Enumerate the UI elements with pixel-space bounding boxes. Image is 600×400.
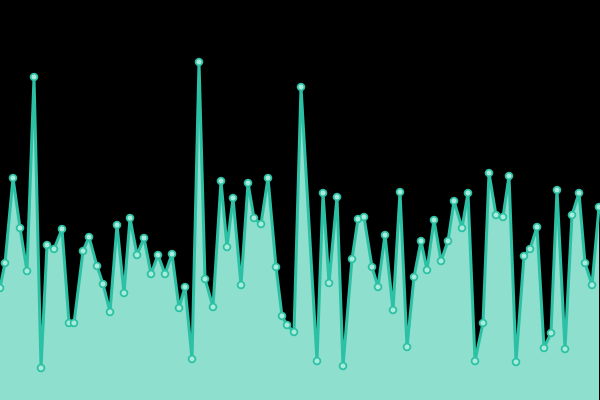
data-point-marker[interactable] xyxy=(367,262,377,272)
data-point-marker[interactable] xyxy=(208,302,218,312)
data-point-marker[interactable] xyxy=(174,303,184,313)
data-point-marker[interactable] xyxy=(560,344,570,354)
data-point-marker[interactable] xyxy=(256,219,266,229)
data-point-marker[interactable] xyxy=(395,187,405,197)
data-point-marker[interactable] xyxy=(525,244,535,254)
data-point-marker[interactable] xyxy=(402,342,412,352)
data-point-marker[interactable] xyxy=(277,311,287,321)
data-point-marker[interactable] xyxy=(478,318,488,328)
data-point-marker[interactable] xyxy=(416,236,426,246)
data-point-marker[interactable] xyxy=(153,250,163,260)
data-point-marker[interactable] xyxy=(519,251,529,261)
data-point-marker[interactable] xyxy=(546,328,556,338)
data-point-marker[interactable] xyxy=(567,210,577,220)
data-point-marker[interactable] xyxy=(29,72,39,82)
data-point-marker[interactable] xyxy=(146,269,156,279)
data-point-marker[interactable] xyxy=(373,282,383,292)
data-point-marker[interactable] xyxy=(180,282,190,292)
data-point-marker[interactable] xyxy=(511,357,521,367)
data-point-marker[interactable] xyxy=(119,288,129,298)
data-point-marker[interactable] xyxy=(92,261,102,271)
data-point-marker[interactable] xyxy=(187,354,197,364)
data-point-marker[interactable] xyxy=(49,244,59,254)
data-point-marker[interactable] xyxy=(112,220,122,230)
data-point-marker[interactable] xyxy=(228,193,238,203)
data-point-marker[interactable] xyxy=(580,258,590,268)
data-point-marker[interactable] xyxy=(388,305,398,315)
data-point-marker[interactable] xyxy=(332,192,342,202)
data-point-marker[interactable] xyxy=(243,178,253,188)
data-point-marker[interactable] xyxy=(160,269,170,279)
data-point-marker[interactable] xyxy=(574,188,584,198)
data-point-marker[interactable] xyxy=(22,266,32,276)
data-point-marker[interactable] xyxy=(263,173,273,183)
data-point-marker[interactable] xyxy=(222,242,232,252)
data-point-marker[interactable] xyxy=(282,320,292,330)
data-point-marker[interactable] xyxy=(84,232,94,242)
data-point-marker[interactable] xyxy=(132,250,142,260)
data-point-marker[interactable] xyxy=(347,254,357,264)
data-point-marker[interactable] xyxy=(0,283,5,293)
data-point-marker[interactable] xyxy=(443,236,453,246)
data-point-marker[interactable] xyxy=(429,215,439,225)
data-point-marker[interactable] xyxy=(125,213,135,223)
data-point-marker[interactable] xyxy=(552,185,562,195)
data-point-marker[interactable] xyxy=(539,343,549,353)
data-point-marker[interactable] xyxy=(105,307,115,317)
data-point-marker[interactable] xyxy=(498,212,508,222)
data-point-marker[interactable] xyxy=(532,222,542,232)
data-point-marker[interactable] xyxy=(422,265,432,275)
data-point-marker[interactable] xyxy=(504,171,514,181)
data-point-marker[interactable] xyxy=(409,272,419,282)
data-point-marker[interactable] xyxy=(15,223,25,233)
data-point-marker[interactable] xyxy=(36,363,46,373)
data-point-marker[interactable] xyxy=(57,224,67,234)
data-point-marker[interactable] xyxy=(380,230,390,240)
data-point-marker[interactable] xyxy=(236,280,246,290)
data-point-marker[interactable] xyxy=(69,318,79,328)
data-point-marker[interactable] xyxy=(139,233,149,243)
data-point-marker[interactable] xyxy=(194,57,204,67)
data-point-marker[interactable] xyxy=(324,278,334,288)
data-point-marker[interactable] xyxy=(491,210,501,220)
data-point-marker[interactable] xyxy=(463,188,473,198)
data-point-marker[interactable] xyxy=(296,82,306,92)
data-point-marker[interactable] xyxy=(271,262,281,272)
data-point-marker[interactable] xyxy=(338,361,348,371)
data-point-marker[interactable] xyxy=(78,246,88,256)
data-point-marker[interactable] xyxy=(249,213,259,223)
data-point-marker[interactable] xyxy=(200,274,210,284)
data-point-marker[interactable] xyxy=(167,249,177,259)
data-point-marker[interactable] xyxy=(587,280,597,290)
data-point-marker[interactable] xyxy=(312,356,322,366)
data-point-marker[interactable] xyxy=(359,212,369,222)
data-point-marker[interactable] xyxy=(436,256,446,266)
data-point-marker[interactable] xyxy=(98,279,108,289)
data-point-marker[interactable] xyxy=(216,176,226,186)
data-point-marker[interactable] xyxy=(470,356,480,366)
data-point-marker[interactable] xyxy=(484,168,494,178)
data-point-markers xyxy=(0,57,600,373)
data-point-marker[interactable] xyxy=(0,258,10,268)
data-point-marker[interactable] xyxy=(42,240,52,250)
area-fill xyxy=(0,62,599,400)
data-point-marker[interactable] xyxy=(594,202,600,212)
data-point-marker[interactable] xyxy=(457,223,467,233)
data-point-marker[interactable] xyxy=(449,196,459,206)
data-point-marker[interactable] xyxy=(318,188,328,198)
data-point-marker[interactable] xyxy=(289,327,299,337)
data-point-marker[interactable] xyxy=(8,173,18,183)
